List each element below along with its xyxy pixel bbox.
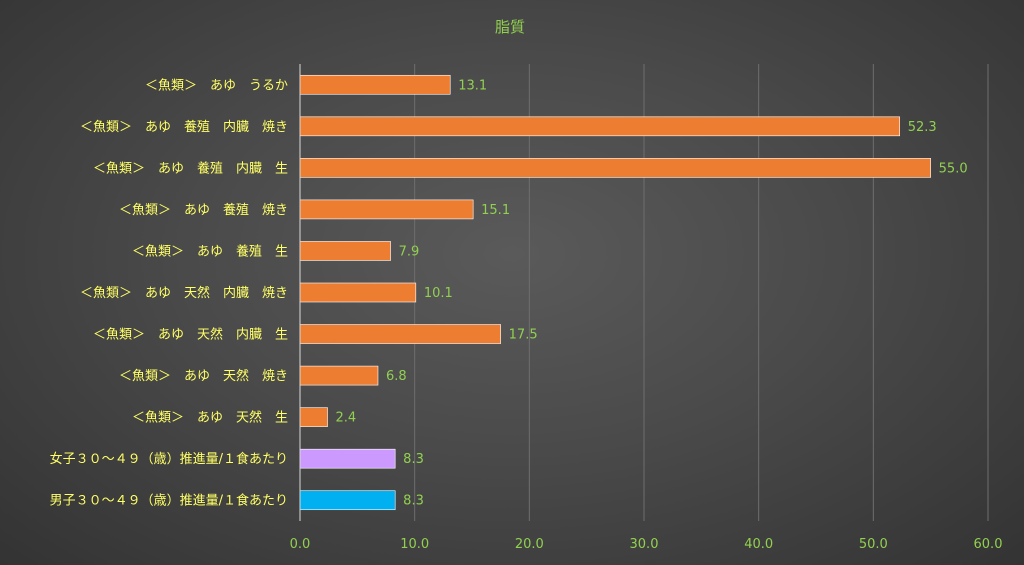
bar: [299, 199, 474, 220]
data-label: 2.4: [336, 411, 357, 426]
data-label: 15.1: [481, 203, 510, 218]
chart-title: 脂質: [495, 18, 525, 36]
bars: [299, 74, 931, 511]
category-label: 女子３０～４９（歳）推進量/１食あたり: [50, 451, 288, 467]
bar: [299, 282, 417, 303]
x-tick-label: 40.0: [744, 537, 773, 552]
category-label: ＜魚類＞ あゆ 天然 生: [132, 410, 288, 426]
x-tick-label: 50.0: [859, 537, 888, 552]
category-label: ＜魚類＞ あゆ 天然 内臓 焼き: [80, 285, 288, 301]
category-label: ＜魚類＞ あゆ 養殖 焼き: [119, 202, 288, 218]
x-tick-label: 0.0: [290, 537, 311, 552]
category-labels: ＜魚類＞ あゆ うるか ＜魚類＞ あゆ 養殖 内臓 焼き ＜魚類＞ あゆ 養殖 内臓…: [50, 78, 288, 508]
data-label: 8.3: [403, 494, 424, 509]
x-tick-label: 20.0: [515, 537, 544, 552]
data-label: 13.1: [458, 78, 487, 93]
data-label: 6.8: [386, 369, 407, 384]
bar: [299, 116, 901, 137]
bar: [299, 365, 379, 386]
data-labels: 13.1 52.3 55.0 15.1 7.9 10.1 17.5 6.8 2.4 8.3 8.3: [336, 78, 968, 508]
category-label: 男子３０～４９（歳）推進量/１食あたり: [50, 493, 288, 509]
category-label: ＜魚類＞ あゆ 養殖 内臓 生: [93, 160, 288, 176]
x-tick-label: 60.0: [974, 537, 1003, 552]
data-label: 17.5: [509, 328, 538, 343]
x-tick-label: 10.0: [400, 537, 429, 552]
x-axis-tick-labels: 0.0 10.0 20.0 30.0 40.0 50.0 60.0: [290, 537, 1003, 552]
data-label: 8.3: [403, 452, 424, 467]
gridlines: [414, 64, 989, 521]
bar: [299, 158, 931, 178]
data-label: 10.1: [424, 286, 453, 301]
bar: [299, 490, 396, 511]
data-label: 52.3: [908, 120, 937, 135]
category-label: ＜魚類＞ あゆ 天然 焼き: [119, 368, 288, 384]
category-label: ＜魚類＞ あゆ うるか: [145, 78, 288, 93]
bar: [299, 448, 396, 469]
x-tick-label: 30.0: [630, 537, 659, 552]
bar: [299, 407, 328, 427]
bar: [299, 324, 501, 344]
bar: [299, 74, 451, 95]
category-label: ＜魚類＞ あゆ 養殖 生: [132, 243, 288, 259]
category-label: ＜魚類＞ あゆ 養殖 内臓 焼き: [80, 119, 288, 135]
bar: [299, 241, 391, 261]
data-label: 55.0: [939, 161, 968, 176]
category-label: ＜魚類＞ あゆ 天然 内臓 生: [93, 327, 288, 343]
data-label: 7.9: [399, 244, 420, 259]
